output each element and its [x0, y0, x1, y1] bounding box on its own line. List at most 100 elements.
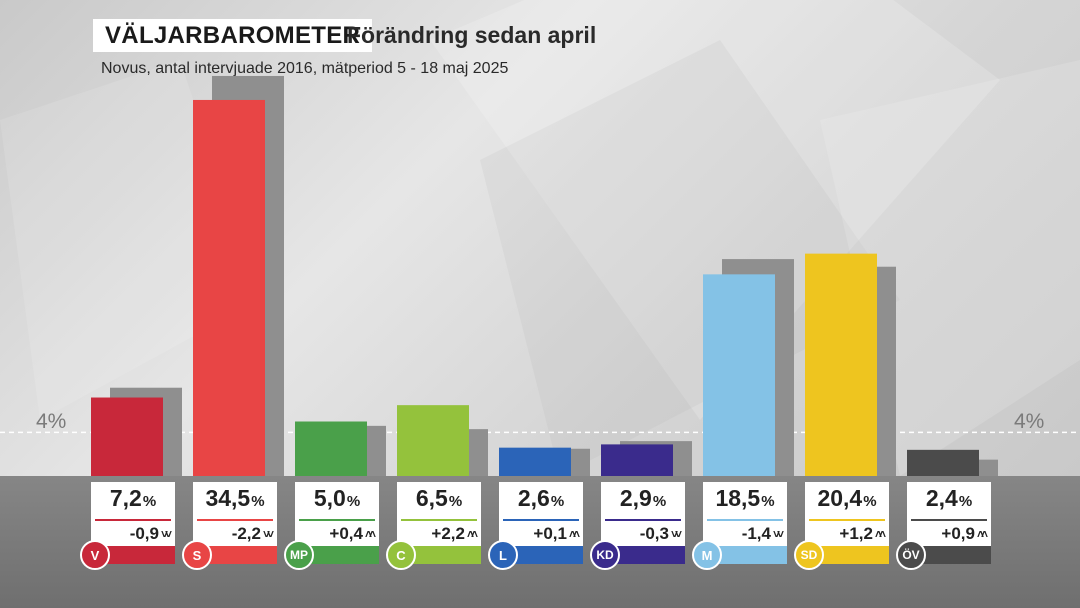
bar-current-sd — [805, 253, 877, 476]
party-rule — [299, 519, 375, 521]
double-chevron-down-icon: ˅˅ — [772, 527, 784, 541]
party-color-stripe — [703, 546, 787, 564]
party-badge-sd: SD — [794, 540, 824, 570]
value-number: 7,2 — [109, 485, 142, 511]
value-label: 20,4% — [805, 485, 889, 512]
value-card-öv: 2,4% +0,9 ˄˄ — [907, 482, 991, 564]
bar-current-kd — [601, 444, 673, 476]
value-number: 20,4 — [817, 485, 863, 511]
change-value: +2,2 — [431, 524, 465, 543]
change-value: +0,1 — [533, 524, 567, 543]
party-color-stripe — [397, 546, 481, 564]
party-rule — [707, 519, 783, 521]
chart-title: VÄLJARBAROMETER — [105, 21, 361, 49]
change-value: +1,2 — [839, 524, 873, 543]
party-color-stripe — [499, 546, 583, 564]
percent-sign: % — [346, 493, 361, 510]
change-value: -1,4 — [741, 524, 771, 543]
party-rule — [809, 519, 885, 521]
party-color-stripe — [907, 546, 991, 564]
party-rule — [605, 519, 681, 521]
percent-sign: % — [251, 493, 265, 510]
party-color-stripe — [295, 546, 379, 564]
value-label: 2,4% — [907, 485, 991, 512]
change-label: +2,2 ˄˄ — [397, 524, 478, 544]
party-badge-mp: MP — [284, 540, 314, 570]
party-color-stripe — [91, 546, 175, 564]
bar-current-l — [499, 447, 571, 476]
percent-sign: % — [863, 493, 877, 510]
threshold-label-right: 4% — [1014, 410, 1045, 433]
value-label: 6,5% — [397, 485, 481, 512]
party-badge-l: L — [488, 540, 518, 570]
party-badge-c: C — [386, 540, 416, 570]
party-badge-öv: ÖV — [896, 540, 926, 570]
percent-sign: % — [550, 493, 565, 510]
value-card-s: 34,5% -2,2 ˅˅ — [193, 482, 277, 564]
party-badge-m: M — [692, 540, 722, 570]
value-number: 2,9 — [619, 485, 652, 511]
party-rule — [95, 519, 171, 521]
percent-sign: % — [652, 493, 667, 510]
bar-current-s — [193, 99, 265, 476]
double-chevron-up-icon: ˄˄ — [466, 527, 478, 541]
double-chevron-up-icon: ˄˄ — [568, 527, 580, 541]
change-label: +0,1 ˄˄ — [499, 524, 580, 544]
change-label: +0,4 ˄˄ — [295, 524, 376, 544]
percent-sign: % — [958, 493, 973, 510]
chart-source: Novus, antal intervjuade 2016, mätperiod… — [101, 60, 509, 77]
bar-current-öv — [907, 449, 979, 476]
value-number: 6,5 — [415, 485, 448, 511]
double-chevron-up-icon: ˄˄ — [874, 527, 886, 541]
bar-current-c — [397, 405, 469, 476]
change-label: -0,9 ˅˅ — [91, 524, 172, 544]
change-value: -2,2 — [231, 524, 261, 543]
party-color-stripe — [601, 546, 685, 564]
double-chevron-up-icon: ˄˄ — [364, 527, 376, 541]
value-number: 2,6 — [517, 485, 550, 511]
bar-current-m — [703, 274, 775, 476]
change-label: -1,4 ˅˅ — [703, 524, 784, 544]
change-label: -2,2 ˅˅ — [193, 524, 274, 544]
value-card-kd: 2,9% -0,3 ˅˅ — [601, 482, 685, 564]
percent-sign: % — [448, 493, 463, 510]
value-number: 18,5 — [715, 485, 761, 511]
bar-current-v — [91, 397, 163, 476]
change-label: +0,9 ˄˄ — [907, 524, 988, 544]
double-chevron-down-icon: ˅˅ — [670, 527, 682, 541]
title-box: VÄLJARBAROMETER — [93, 19, 373, 52]
party-badge-kd: KD — [590, 540, 620, 570]
value-label: 2,6% — [499, 485, 583, 512]
value-label: 5,0% — [295, 485, 379, 512]
change-label: -0,3 ˅˅ — [601, 524, 682, 544]
party-rule — [503, 519, 579, 521]
double-chevron-down-icon: ˅˅ — [262, 527, 274, 541]
threshold-label-left: 4% — [36, 410, 67, 433]
change-label: +1,2 ˄˄ — [805, 524, 886, 544]
party-rule — [911, 519, 987, 521]
change-value: +0,4 — [329, 524, 363, 543]
percent-sign: % — [142, 493, 157, 510]
party-badge-v: V — [80, 540, 110, 570]
change-value: -0,3 — [639, 524, 669, 543]
party-rule — [197, 519, 273, 521]
value-label: 2,9% — [601, 485, 685, 512]
double-chevron-down-icon: ˅˅ — [160, 527, 172, 541]
double-chevron-up-icon: ˄˄ — [976, 527, 988, 541]
party-badge-s: S — [182, 540, 212, 570]
value-number: 34,5 — [205, 485, 251, 511]
bar-current-mp — [295, 421, 367, 476]
value-number: 5,0 — [313, 485, 346, 511]
change-value: +0,9 — [941, 524, 975, 543]
value-number: 2,4 — [925, 485, 958, 511]
value-label: 7,2% — [91, 485, 175, 512]
value-label: 34,5% — [193, 485, 277, 512]
party-color-stripe — [193, 546, 277, 564]
change-value: -0,9 — [129, 524, 159, 543]
value-card-c: 6,5% +2,2 ˄˄ — [397, 482, 481, 564]
party-rule — [401, 519, 477, 521]
percent-sign: % — [761, 493, 775, 510]
value-card-m: 18,5% -1,4 ˅˅ — [703, 482, 787, 564]
party-color-stripe — [805, 546, 889, 564]
